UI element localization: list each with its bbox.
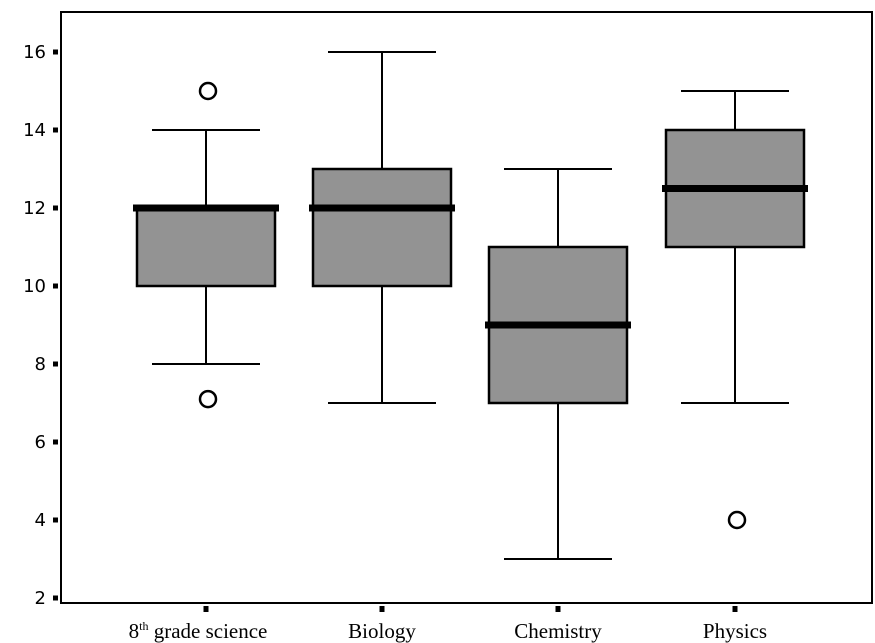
- outlier-point: [198, 81, 218, 101]
- box-group: [309, 51, 455, 404]
- y-tick-mark: [53, 517, 58, 523]
- y-tick-label: 12: [23, 198, 46, 219]
- x-tick-label: Physics: [703, 619, 767, 643]
- y-tick-mark: [53, 361, 58, 367]
- x-tick-label: 8th grade science: [129, 619, 268, 643]
- y-tick-mark: [53, 49, 58, 55]
- plot-frame: [60, 11, 873, 604]
- x-tick-mark: [379, 606, 385, 612]
- x-tick-label: Biology: [348, 619, 416, 643]
- y-tick-mark: [53, 595, 58, 601]
- y-tick-label: 6: [35, 432, 46, 453]
- outlier-point: [727, 510, 747, 530]
- y-tick-mark: [53, 127, 58, 133]
- y-tick-label: 14: [23, 120, 46, 141]
- x-axis: 8th grade science Biology Chemistry Physics: [129, 606, 767, 643]
- box-group: [133, 81, 279, 409]
- y-axis: 2 4 6 8 10 12 14 16: [23, 42, 58, 609]
- x-tick-mark: [732, 606, 738, 612]
- y-tick-mark: [53, 205, 58, 211]
- boxes-layer: [133, 51, 808, 560]
- y-tick-label: 8: [35, 354, 46, 375]
- iqr-box: [311, 167, 453, 288]
- y-tick-mark: [53, 283, 58, 289]
- y-tick-mark: [53, 439, 58, 445]
- box-group: [485, 168, 631, 560]
- x-tick-mark: [203, 606, 209, 612]
- outlier-point: [198, 389, 218, 409]
- y-tick-label: 16: [23, 42, 46, 63]
- y-tick-label: 10: [23, 276, 46, 297]
- iqr-box: [135, 206, 277, 288]
- box-group: [662, 90, 808, 530]
- x-tick-label: Chemistry: [514, 619, 602, 643]
- x-tick-mark: [555, 606, 561, 612]
- y-tick-label: 2: [35, 588, 46, 609]
- y-tick-label: 4: [35, 510, 46, 531]
